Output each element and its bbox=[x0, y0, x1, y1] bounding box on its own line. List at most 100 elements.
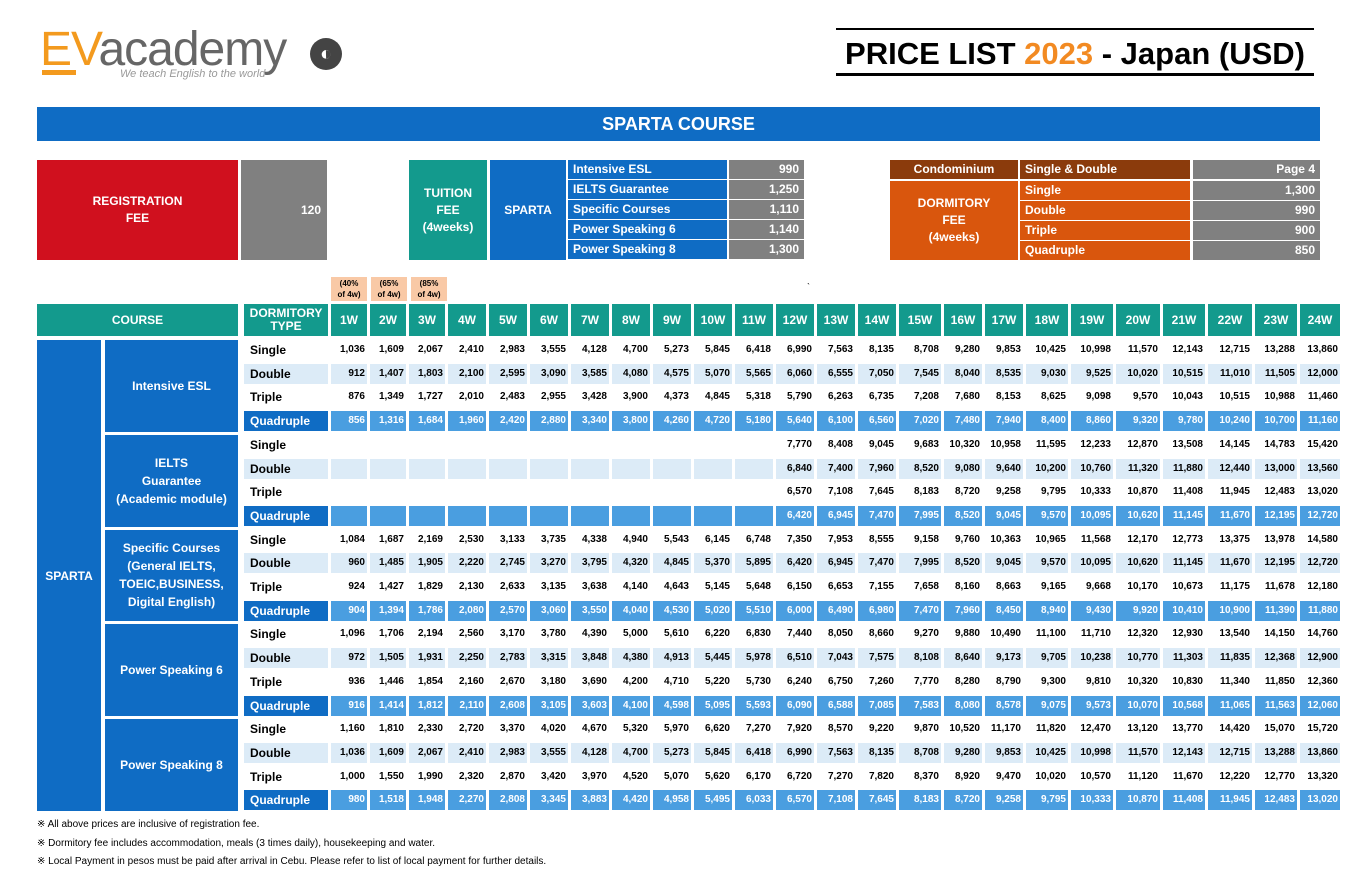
price-cell: 3,585 bbox=[571, 363, 609, 384]
header-week: 3W bbox=[409, 304, 445, 336]
price-cell: 4,373 bbox=[653, 387, 691, 408]
price-cell: 7,820 bbox=[858, 766, 896, 787]
price-cell: 13,375 bbox=[1208, 529, 1252, 550]
price-cell: 6,060 bbox=[776, 363, 814, 384]
price-cell: 13,860 bbox=[1300, 340, 1340, 360]
price-cell: 11,670 bbox=[1163, 766, 1205, 787]
price-cell: 5,845 bbox=[694, 742, 732, 763]
price-cell: 9,320 bbox=[1116, 411, 1160, 432]
price-cell: 11,145 bbox=[1163, 505, 1205, 526]
price-cell: 12,715 bbox=[1208, 742, 1252, 763]
price-cell: 12,930 bbox=[1163, 624, 1205, 645]
price-cell: 7,270 bbox=[817, 766, 855, 787]
price-cell: 10,410 bbox=[1163, 600, 1205, 621]
price-cell: 10,320 bbox=[944, 434, 982, 455]
price-cell: 1,407 bbox=[370, 363, 406, 384]
price-cell: 1,036 bbox=[331, 340, 367, 360]
price-cell: 8,660 bbox=[858, 624, 896, 645]
price-cell bbox=[530, 434, 568, 455]
price-cell: 10,988 bbox=[1255, 387, 1297, 408]
course-name: Specific Courses (General IELTS, TOEIC,B… bbox=[105, 529, 238, 622]
price-cell: 5,070 bbox=[653, 766, 691, 787]
price-cell: 13,020 bbox=[1300, 482, 1340, 503]
price-cell: 7,400 bbox=[817, 458, 855, 479]
price-cell: 3,780 bbox=[530, 624, 568, 645]
price-cell: 10,320 bbox=[1116, 671, 1160, 692]
price-cell: 10,425 bbox=[1026, 340, 1068, 360]
price-cell: 6,090 bbox=[776, 695, 814, 716]
price-cell bbox=[370, 434, 406, 455]
price-cell: 7,575 bbox=[858, 648, 896, 669]
price-cell: 9,880 bbox=[944, 624, 982, 645]
price-cell: 11,568 bbox=[1071, 529, 1113, 550]
price-cell: 1,786 bbox=[409, 600, 445, 621]
price-cell: 8,408 bbox=[817, 434, 855, 455]
price-cell: 7,563 bbox=[817, 340, 855, 360]
discount-1w: (40% of 4w) bbox=[331, 277, 367, 301]
dormitory-item-name: Double bbox=[1020, 201, 1190, 220]
price-cell: 12,180 bbox=[1300, 577, 1340, 597]
price-cell: 10,570 bbox=[1071, 766, 1113, 787]
price-cell: 11,670 bbox=[1208, 553, 1252, 574]
price-cell: 8,520 bbox=[944, 553, 982, 574]
price-cell: 980 bbox=[331, 790, 367, 811]
price-cell: 10,620 bbox=[1116, 553, 1160, 574]
price-cell: 10,363 bbox=[985, 529, 1023, 550]
price-cell: 9,920 bbox=[1116, 600, 1160, 621]
price-cell: 7,953 bbox=[817, 529, 855, 550]
price-cell: 5,565 bbox=[735, 363, 773, 384]
price-cell: 8,790 bbox=[985, 671, 1023, 692]
price-cell: 12,720 bbox=[1300, 505, 1340, 526]
price-cell: 3,340 bbox=[571, 411, 609, 432]
price-cell: 12,195 bbox=[1255, 505, 1297, 526]
header-week: 21W bbox=[1163, 304, 1205, 336]
price-cell: 3,690 bbox=[571, 671, 609, 692]
price-cell: 13,508 bbox=[1163, 434, 1205, 455]
price-cell: 6,033 bbox=[735, 790, 773, 811]
dormitory-item-price: 1,300 bbox=[1193, 181, 1320, 200]
price-cell: 6,570 bbox=[776, 482, 814, 503]
price-cell: 7,658 bbox=[899, 577, 941, 597]
price-cell bbox=[409, 505, 445, 526]
price-cell: 7,770 bbox=[899, 671, 941, 692]
price-cell: 10,020 bbox=[1116, 363, 1160, 384]
price-cell: 11,303 bbox=[1163, 648, 1205, 669]
price-cell: 12,220 bbox=[1208, 766, 1252, 787]
price-cell: 10,770 bbox=[1116, 648, 1160, 669]
price-cell: 8,183 bbox=[899, 790, 941, 811]
price-cell: 12,000 bbox=[1300, 363, 1340, 384]
price-cell: 12,143 bbox=[1163, 742, 1205, 763]
price-cell: 14,783 bbox=[1255, 434, 1297, 455]
price-cell: 5,273 bbox=[653, 340, 691, 360]
price-cell: 10,515 bbox=[1163, 363, 1205, 384]
note-registration: ※ All above prices are inclusive of regi… bbox=[37, 819, 260, 830]
price-cell: 6,000 bbox=[776, 600, 814, 621]
price-cell: 9,810 bbox=[1071, 671, 1113, 692]
logo-wordmark: EVacademy bbox=[40, 26, 287, 74]
price-cell: 7,470 bbox=[858, 505, 896, 526]
price-cell: 4,128 bbox=[571, 742, 609, 763]
price-cell: 10,043 bbox=[1163, 387, 1205, 408]
tuition-item-name: Power Speaking 6 bbox=[568, 220, 727, 239]
price-cell: 1,727 bbox=[409, 387, 445, 408]
dormitory-type-label: Double bbox=[244, 363, 328, 384]
price-cell: 11,945 bbox=[1208, 482, 1252, 503]
price-cell: 9,780 bbox=[1163, 411, 1205, 432]
price-cell: 10,333 bbox=[1071, 790, 1113, 811]
price-cell: 13,860 bbox=[1300, 742, 1340, 763]
price-cell: 14,150 bbox=[1255, 624, 1297, 645]
price-cell: 2,483 bbox=[489, 387, 527, 408]
price-cell: 9,870 bbox=[899, 719, 941, 740]
price-cell: 8,135 bbox=[858, 340, 896, 360]
price-cell: 4,040 bbox=[612, 600, 650, 621]
price-cell: 6,145 bbox=[694, 529, 732, 550]
price-cell bbox=[331, 482, 367, 503]
price-cell: 2,633 bbox=[489, 577, 527, 597]
program-sparta: SPARTA bbox=[37, 340, 101, 811]
price-cell: 5,273 bbox=[653, 742, 691, 763]
price-cell: 4,845 bbox=[653, 553, 691, 574]
price-cell: 3,060 bbox=[530, 600, 568, 621]
price-cell: 7,920 bbox=[776, 719, 814, 740]
price-cell: 1,948 bbox=[409, 790, 445, 811]
price-cell: 916 bbox=[331, 695, 367, 716]
